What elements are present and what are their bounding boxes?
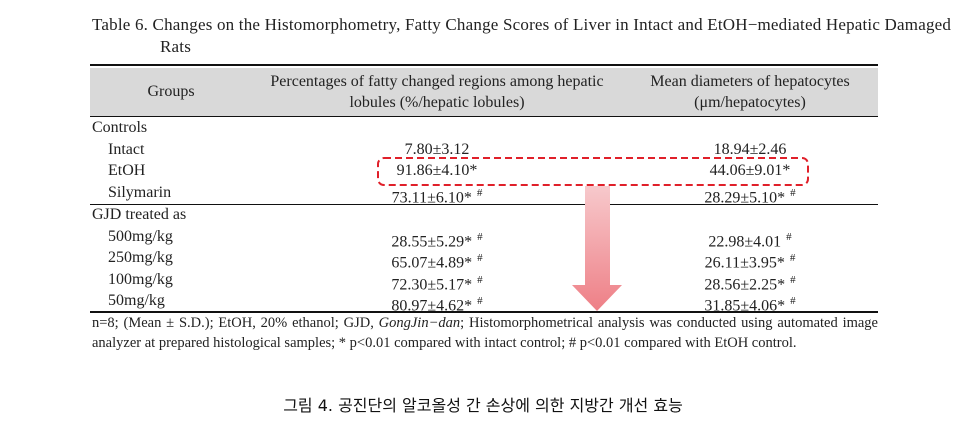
value-cell: 31.85±4.06* # [704,291,795,316]
footnote: n=8; (Mean ± S.D.); EtOH, 20% ethanol; G… [92,313,878,353]
value: 26.11±3.95* [704,254,785,272]
value: 31.85±4.06* [704,297,786,315]
value-cell: 44.06±9.01* [710,161,791,181]
value-cell: 80.97±4.62* # [391,291,482,316]
value: 73.11±6.10* [391,188,472,206]
value-cell: 91.86±4.10* [397,161,478,181]
section-label: Controls [92,119,148,136]
significance-mark: # [786,230,792,243]
significance-mark: # [477,295,483,307]
group-label: EtOH [108,162,146,179]
value-cell: 28.29±5.10* # [704,183,795,208]
header-background [90,68,878,116]
group-label: 100mg/kg [108,270,173,288]
value-cell: 26.11±3.95* # [705,248,796,273]
value-cell: 28.55±5.29* # [391,227,482,252]
value: 65.07±4.89* [391,254,473,272]
significance-mark: # [476,186,483,199]
value-cell: 7.80±3.12 [405,140,470,160]
value: 7.80±3.12 [404,140,470,158]
footnote-text: n=8; (Mean ± S.D.); EtOH, 20% ethanol; G… [92,315,379,331]
group-label: Intact [108,140,145,158]
section-label: GJD treated as [92,206,187,223]
header-cell: Percentages of fatty changed regions amo… [270,73,604,90]
rule [90,204,878,205]
value-cell: 65.07±4.89* # [391,248,482,273]
header-cell: Mean diameters of hepatocytes [650,73,850,90]
value: 28.29±5.10* [704,188,786,206]
significance-mark: # [477,273,483,286]
rule [90,311,878,313]
value: 18.94±2.46 [713,140,787,158]
value: 91.86±4.10* [396,162,478,179]
value: 28.56±2.25* [704,275,786,293]
group-label: 50mg/kg [108,292,165,309]
value: 80.97±4.62* [391,297,473,315]
value-cell: 73.11±6.10* # [392,183,483,208]
header-cell: lobules (%/hepatic lobules) [349,94,525,111]
significance-mark: # [789,252,796,264]
header-cell: (μm/hepatocytes) [694,94,806,111]
value-cell: 72.30±5.17* # [391,270,482,295]
value-cell: 18.94±2.46 [714,140,787,160]
footnote-text: GongJin−dan [378,315,461,331]
header-cell: Groups [147,83,195,100]
group-label: 500mg/kg [108,227,173,245]
footnote-text: ; Histomorphometrical analysis was condu… [92,315,878,351]
rule [90,64,878,66]
significance-mark: # [790,273,796,286]
significance-mark: # [790,186,796,199]
value-cell: 22.98±4.01 # [708,227,791,252]
value: 22.98±4.01 [708,232,782,250]
value: 72.30±5.17* [391,275,473,293]
value-cell: 28.56±2.25* # [704,270,795,295]
significance-mark: # [477,230,483,243]
significance-mark: # [790,295,796,307]
group-label: Silymarin [108,183,172,201]
significance-mark: # [477,252,483,264]
rule [90,116,878,117]
caption: 그림 4. 공진단의 알코올성 간 손상에 의한 지방간 개선 효능 [283,396,683,415]
value: 28.55±5.29* [391,232,473,250]
value: 44.06±9.01* [709,162,791,179]
table-title: Table 6. Changes on the Histomorphometry… [92,15,952,56]
group-label: 250mg/kg [108,249,173,266]
